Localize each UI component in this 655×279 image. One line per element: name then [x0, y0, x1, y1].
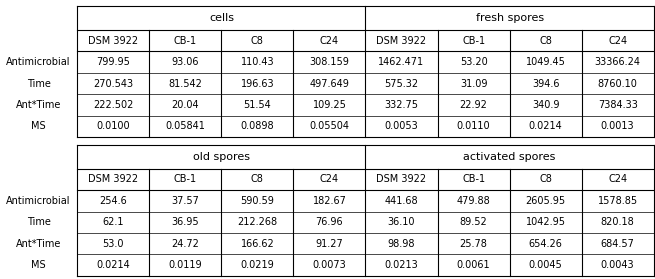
Text: 36.95: 36.95	[172, 217, 199, 227]
Text: 25.78: 25.78	[460, 239, 487, 249]
Text: 22.92: 22.92	[460, 100, 487, 110]
Text: 0.0219: 0.0219	[240, 260, 274, 270]
Text: 270.543: 270.543	[93, 79, 134, 88]
Text: 212.268: 212.268	[237, 217, 278, 227]
Text: Time: Time	[27, 217, 50, 227]
Text: 166.62: 166.62	[240, 239, 274, 249]
Text: 0.0013: 0.0013	[601, 121, 635, 131]
Text: 0.0061: 0.0061	[457, 260, 491, 270]
Text: 51.54: 51.54	[244, 100, 271, 110]
Text: 31.09: 31.09	[460, 79, 487, 88]
Text: 479.88: 479.88	[457, 196, 491, 206]
Text: DSM 3922: DSM 3922	[88, 36, 138, 46]
Text: 0.0214: 0.0214	[96, 260, 130, 270]
Text: 684.57: 684.57	[601, 239, 635, 249]
Text: 89.52: 89.52	[460, 217, 487, 227]
Text: Time: Time	[27, 79, 50, 88]
Text: 53.0: 53.0	[103, 239, 124, 249]
Text: 76.96: 76.96	[316, 217, 343, 227]
Text: CB-1: CB-1	[174, 36, 197, 46]
Text: 340.9: 340.9	[532, 100, 559, 110]
Text: 2605.95: 2605.95	[525, 196, 566, 206]
Text: Antimicrobial: Antimicrobial	[7, 57, 71, 67]
Text: 590.59: 590.59	[240, 196, 274, 206]
Text: 654.26: 654.26	[529, 239, 563, 249]
Text: 575.32: 575.32	[384, 79, 419, 88]
Text: 394.6: 394.6	[532, 79, 559, 88]
Text: C8: C8	[539, 174, 552, 184]
Text: 110.43: 110.43	[240, 57, 274, 67]
Text: cells: cells	[209, 13, 234, 23]
Text: 1578.85: 1578.85	[597, 196, 638, 206]
Text: MS: MS	[31, 260, 46, 270]
Text: 98.98: 98.98	[388, 239, 415, 249]
Text: 196.63: 196.63	[240, 79, 274, 88]
Text: 0.0100: 0.0100	[96, 121, 130, 131]
Text: 222.502: 222.502	[93, 100, 134, 110]
Text: 0.0213: 0.0213	[384, 260, 419, 270]
Text: CB-1: CB-1	[462, 36, 485, 46]
Text: 1042.95: 1042.95	[525, 217, 566, 227]
Text: 0.0214: 0.0214	[529, 121, 563, 131]
Text: 0.05841: 0.05841	[166, 121, 205, 131]
Text: 1462.471: 1462.471	[379, 57, 424, 67]
Text: Antimicrobial: Antimicrobial	[7, 196, 71, 206]
Text: DSM 3922: DSM 3922	[377, 174, 426, 184]
Text: 0.0898: 0.0898	[240, 121, 274, 131]
Text: C24: C24	[320, 174, 339, 184]
Text: C24: C24	[320, 36, 339, 46]
Text: DSM 3922: DSM 3922	[377, 36, 426, 46]
Text: CB-1: CB-1	[462, 174, 485, 184]
Text: 109.25: 109.25	[312, 100, 346, 110]
Text: 0.0073: 0.0073	[312, 260, 346, 270]
Text: Ant*Time: Ant*Time	[16, 239, 62, 249]
Text: 799.95: 799.95	[96, 57, 130, 67]
Text: 0.05504: 0.05504	[309, 121, 350, 131]
Text: C8: C8	[539, 36, 552, 46]
Text: 7384.33: 7384.33	[598, 100, 637, 110]
Text: 441.68: 441.68	[384, 196, 419, 206]
Text: MS: MS	[31, 121, 46, 131]
Text: activated spores: activated spores	[463, 152, 556, 162]
Text: 0.0045: 0.0045	[529, 260, 563, 270]
Text: DSM 3922: DSM 3922	[88, 174, 138, 184]
Text: C8: C8	[251, 36, 264, 46]
Text: C8: C8	[251, 174, 264, 184]
Text: 308.159: 308.159	[310, 57, 349, 67]
Text: 254.6: 254.6	[100, 196, 127, 206]
Text: 0.0043: 0.0043	[601, 260, 635, 270]
Text: 91.27: 91.27	[316, 239, 343, 249]
Text: 62.1: 62.1	[103, 217, 124, 227]
Text: 53.20: 53.20	[460, 57, 487, 67]
Text: 0.0053: 0.0053	[384, 121, 419, 131]
Text: 497.649: 497.649	[310, 79, 349, 88]
Text: 36.10: 36.10	[388, 217, 415, 227]
Text: fresh spores: fresh spores	[476, 13, 544, 23]
Text: 1049.45: 1049.45	[526, 57, 565, 67]
Text: Ant*Time: Ant*Time	[16, 100, 62, 110]
Text: old spores: old spores	[193, 152, 250, 162]
Text: 93.06: 93.06	[172, 57, 199, 67]
Text: 81.542: 81.542	[168, 79, 202, 88]
Text: C24: C24	[608, 174, 627, 184]
Text: 332.75: 332.75	[384, 100, 419, 110]
Text: 182.67: 182.67	[312, 196, 346, 206]
Text: 24.72: 24.72	[172, 239, 199, 249]
Text: C24: C24	[608, 36, 627, 46]
Text: 37.57: 37.57	[172, 196, 199, 206]
Text: 820.18: 820.18	[601, 217, 635, 227]
Text: 0.0119: 0.0119	[168, 260, 202, 270]
Text: 0.0110: 0.0110	[457, 121, 491, 131]
Text: 20.04: 20.04	[172, 100, 199, 110]
Text: CB-1: CB-1	[174, 174, 197, 184]
Text: 8760.10: 8760.10	[598, 79, 637, 88]
Text: 33366.24: 33366.24	[595, 57, 641, 67]
